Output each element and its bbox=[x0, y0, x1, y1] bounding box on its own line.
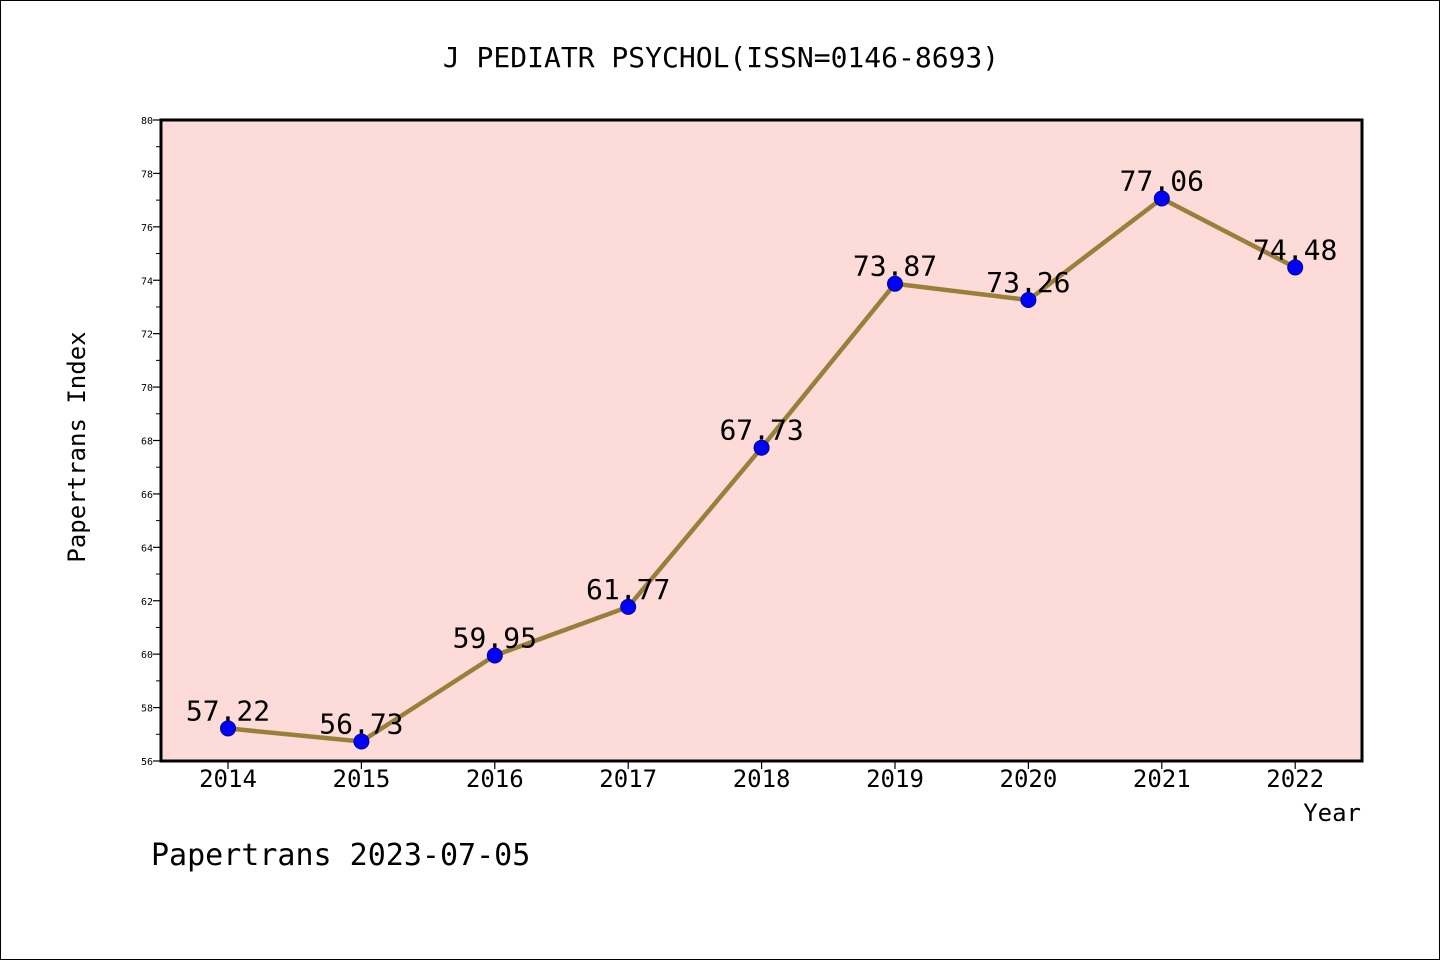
x-tick-label: 2019 bbox=[866, 765, 924, 793]
y-tick-label: 70 bbox=[141, 383, 153, 394]
chart-title: J PEDIATR PSYCHOL(ISSN=0146-8693) bbox=[443, 41, 999, 74]
data-label: 61.77 bbox=[586, 573, 670, 606]
data-label: 73.26 bbox=[986, 266, 1070, 299]
x-tick-label: 2020 bbox=[1000, 765, 1058, 793]
data-label: 74.48 bbox=[1253, 233, 1337, 266]
y-tick-label: 62 bbox=[141, 597, 153, 608]
data-label: 73.87 bbox=[853, 250, 937, 283]
x-tick-label: 2022 bbox=[1266, 765, 1324, 793]
y-tick-label: 66 bbox=[141, 490, 153, 501]
x-tick-label: 2016 bbox=[466, 765, 524, 793]
y-tick-label: 56 bbox=[141, 757, 153, 768]
data-point bbox=[1287, 259, 1304, 276]
x-tick-label: 2014 bbox=[199, 765, 257, 793]
data-label: 57.22 bbox=[186, 694, 270, 727]
x-axis-label: Year bbox=[1303, 799, 1361, 827]
x-axis: 2014 2015 2016 2017 2018 2019 2020 2021 2022 bbox=[199, 761, 1324, 793]
data-label: 77.06 bbox=[1120, 165, 1204, 198]
y-tick-label: 72 bbox=[141, 330, 153, 341]
series-layer: 57.22 56.73 59.95 61.77 67.73 73.87 73.26 77.06… bbox=[186, 165, 1337, 750]
data-point bbox=[486, 647, 503, 664]
y-tick-label: 60 bbox=[141, 650, 153, 661]
y-tick-label: 76 bbox=[141, 223, 153, 234]
x-tick-label: 2021 bbox=[1133, 765, 1191, 793]
x-tick-label: 2018 bbox=[733, 765, 791, 793]
data-label: 56.73 bbox=[319, 708, 403, 741]
footer-text: Papertrans 2023-07-05 bbox=[151, 838, 530, 873]
y-axis-label: Papertrans Index bbox=[63, 331, 91, 562]
data-point bbox=[620, 598, 637, 615]
x-tick-label: 2015 bbox=[333, 765, 391, 793]
data-label: 67.73 bbox=[719, 414, 803, 447]
x-tick-label: 2017 bbox=[599, 765, 657, 793]
data-point bbox=[220, 720, 236, 737]
data-point bbox=[753, 439, 770, 456]
y-tick-label: 58 bbox=[141, 704, 153, 715]
data-point bbox=[887, 275, 903, 292]
y-tick-label: 80 bbox=[141, 116, 153, 127]
data-point bbox=[1153, 190, 1170, 207]
y-tick-label: 64 bbox=[141, 543, 153, 554]
y-axis: 56 58 60 62 64 66 68 70 72 74 76 78 80 bbox=[141, 116, 161, 768]
y-tick-label: 74 bbox=[141, 276, 153, 287]
y-tick-label: 78 bbox=[141, 169, 153, 180]
data-label: 59.95 bbox=[453, 622, 537, 655]
data-point bbox=[353, 733, 370, 750]
y-tick-label: 68 bbox=[141, 437, 153, 448]
data-point bbox=[1020, 292, 1037, 309]
